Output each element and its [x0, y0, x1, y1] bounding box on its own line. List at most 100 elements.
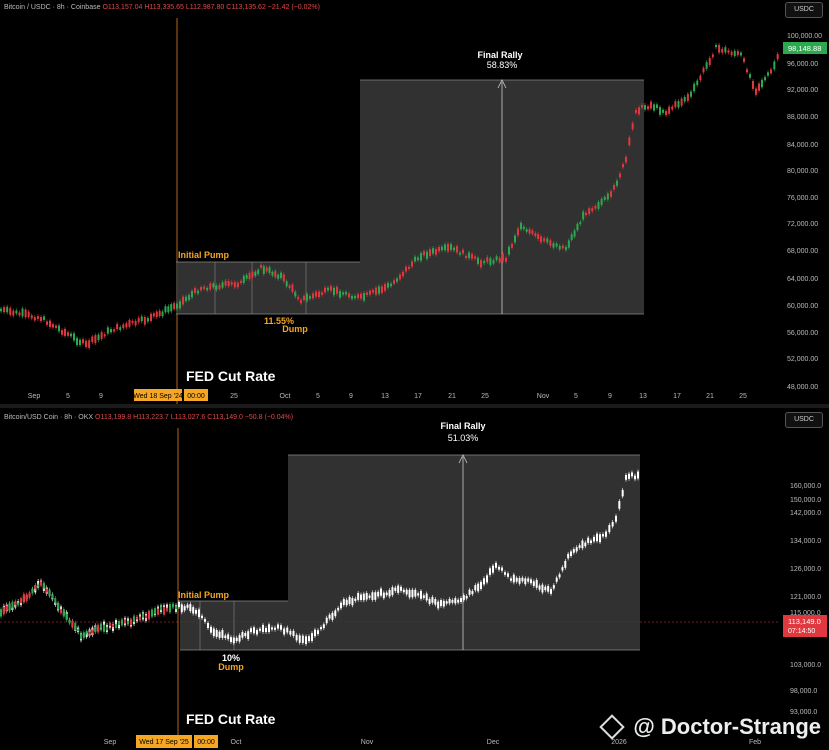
top-y-tick: 88,000.00 [787, 114, 818, 121]
top-time-highlight [184, 389, 208, 401]
candle-body [173, 302, 176, 310]
candle-body [414, 589, 417, 597]
top-y-tick: 60,000.00 [787, 303, 818, 310]
candle-body [134, 320, 137, 326]
candle-body [54, 598, 57, 603]
candle-body [576, 223, 579, 231]
candle-body [465, 255, 467, 259]
candle-body [189, 604, 192, 612]
candle-body [462, 595, 465, 601]
candle-body [480, 581, 482, 589]
candle-body [405, 589, 408, 595]
bottom-y-tick: 134,000.0 [790, 538, 821, 545]
top-x-tick: Wed 18 Sep '24 [133, 393, 183, 400]
candle-body [271, 627, 273, 630]
top-x-tick: 9 [608, 393, 612, 400]
candle-body [477, 583, 480, 592]
candle-body [351, 295, 353, 299]
candle-body [514, 235, 516, 243]
top-y-tick: 76,000.00 [787, 195, 818, 202]
candle-body [297, 296, 300, 300]
candle-body [327, 287, 329, 291]
candle-body [178, 601, 180, 608]
candle-body [345, 599, 348, 606]
candle-body [17, 602, 20, 606]
candle-body [447, 243, 449, 252]
candle-body [301, 635, 304, 643]
panel-separator [0, 404, 829, 408]
candle-body [483, 578, 485, 585]
candle-body [351, 598, 354, 606]
candle-body [465, 595, 468, 599]
candle-body [641, 104, 643, 108]
bottom-y-tick: 142,000.0 [790, 510, 821, 517]
candle-body [215, 285, 218, 290]
candle-body [683, 97, 686, 102]
candle-body [711, 54, 714, 58]
candle-body [558, 245, 561, 250]
top-currency-button[interactable]: USDC [785, 2, 823, 18]
candle-body [45, 588, 48, 593]
candle-body [40, 317, 42, 322]
candle-body [524, 578, 527, 585]
bottom-x-tick: 00:00 [197, 739, 215, 746]
candle-body [161, 311, 164, 317]
bottom-x-tick: Nov [361, 739, 374, 746]
candle-body [64, 328, 66, 336]
candle-body [151, 609, 153, 617]
candle-body [115, 624, 117, 629]
candle-body [693, 83, 696, 92]
candle-body [116, 323, 119, 330]
candle-body [517, 228, 519, 236]
candle-body [588, 208, 591, 215]
candle-body [528, 229, 531, 234]
top-candles [0, 42, 779, 350]
candle-body [552, 243, 555, 248]
bottom-open: O113,199.8 [95, 414, 132, 421]
candle-body [425, 593, 428, 601]
candle-body [68, 620, 71, 624]
bottom-final-rally-label: Final Rally [440, 421, 485, 431]
candle-body [125, 323, 128, 328]
candle-body [303, 295, 305, 301]
bottom-x-tick: Sep [104, 739, 117, 746]
candle-body [454, 598, 457, 604]
bottom-symbol: Bitcoin/USD Coin · 8h · OKX [4, 414, 94, 421]
candle-body [20, 598, 22, 604]
candle-body [164, 306, 167, 313]
candle-body [324, 287, 326, 293]
candle-body [547, 586, 550, 592]
candle-body [18, 312, 21, 316]
candle-body [565, 246, 567, 251]
candle-body [736, 50, 739, 56]
candle-body [393, 280, 395, 284]
top-x-tick: 21 [448, 393, 456, 400]
candle-body [137, 317, 140, 323]
candle-body [148, 611, 150, 619]
candle-body [492, 260, 495, 264]
candle-body [58, 325, 60, 332]
bottom-currency-button[interactable]: USDC [785, 412, 823, 428]
candle-body [34, 585, 37, 589]
top-y-tick: 84,000.00 [787, 142, 818, 149]
candle-body [375, 287, 377, 295]
candle-body [621, 489, 624, 497]
candle-body [61, 330, 63, 335]
candle-body [157, 608, 159, 615]
candle-body [8, 603, 11, 611]
candle-body [625, 474, 627, 480]
candle-body [366, 292, 368, 296]
candle-body [235, 637, 238, 642]
candle-body [82, 632, 85, 639]
top-symbol: Bitcoin / USDC · 8h · Coinbase [4, 4, 101, 11]
candle-body [62, 609, 65, 617]
candle-body [245, 274, 248, 279]
bottom-close: C113,149.0 [207, 414, 243, 421]
candle-body [230, 637, 232, 643]
candle-body [613, 184, 615, 190]
candle-body [312, 293, 314, 299]
candle-body [631, 123, 634, 130]
candle-body [705, 62, 708, 69]
bottom-dump-pct: 10% [222, 653, 240, 663]
candle-body [342, 292, 344, 295]
